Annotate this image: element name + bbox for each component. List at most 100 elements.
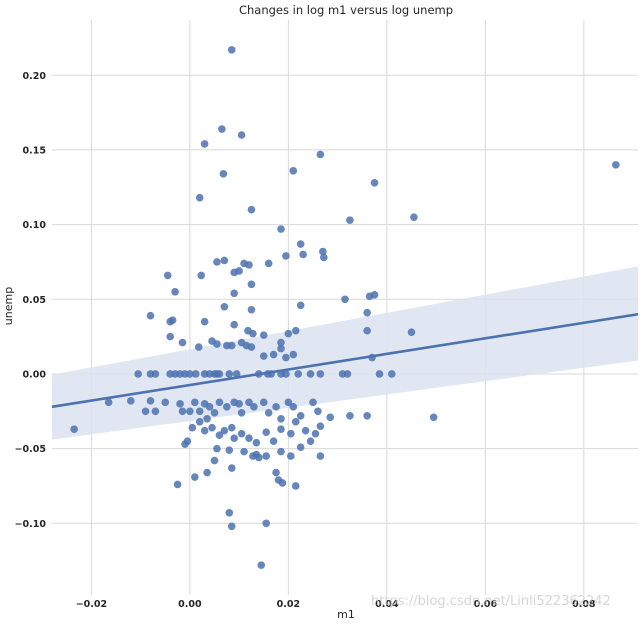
data-point bbox=[213, 444, 221, 453]
data-point bbox=[370, 291, 379, 299]
data-point bbox=[301, 426, 310, 435]
confidence-band bbox=[52, 266, 638, 440]
data-point bbox=[314, 407, 322, 416]
y-tick-label: −0.05 bbox=[15, 444, 46, 455]
data-point bbox=[70, 425, 78, 434]
watermark-text: https://blog.csdn.net/Linli522362242 bbox=[371, 594, 611, 609]
data-point bbox=[316, 452, 325, 460]
data-point bbox=[227, 341, 236, 350]
y-tick-label: 0.15 bbox=[23, 145, 46, 156]
data-point bbox=[346, 411, 354, 420]
data-point bbox=[262, 428, 271, 437]
data-point bbox=[326, 413, 335, 422]
data-point bbox=[203, 414, 211, 423]
regression-line bbox=[51, 312, 639, 409]
data-point bbox=[259, 331, 268, 339]
data-point bbox=[311, 429, 320, 438]
data-point bbox=[191, 473, 199, 481]
data-point bbox=[247, 343, 256, 351]
data-point bbox=[235, 400, 243, 408]
data-point bbox=[282, 353, 290, 362]
data-point bbox=[287, 452, 295, 460]
x-tick-label: 0.06 bbox=[474, 599, 498, 610]
data-point bbox=[225, 370, 234, 378]
y-tick-label: 0.10 bbox=[23, 220, 47, 231]
data-point bbox=[612, 161, 620, 169]
data-point bbox=[278, 479, 287, 487]
data-point bbox=[277, 425, 285, 434]
data-point bbox=[284, 329, 293, 338]
data-point bbox=[194, 343, 203, 351]
data-point bbox=[215, 370, 224, 378]
data-point bbox=[227, 423, 236, 432]
data-point bbox=[269, 350, 278, 359]
data-point bbox=[316, 422, 325, 431]
data-point bbox=[370, 178, 379, 187]
data-point bbox=[200, 317, 209, 326]
data-point bbox=[161, 398, 170, 407]
data-point bbox=[245, 398, 253, 407]
data-point bbox=[245, 261, 253, 269]
data-point bbox=[230, 289, 239, 298]
data-point bbox=[316, 370, 325, 378]
x-tick-label: 0.08 bbox=[572, 599, 596, 610]
data-point bbox=[262, 452, 271, 460]
data-point bbox=[219, 170, 228, 178]
data-point bbox=[343, 370, 352, 378]
data-point bbox=[232, 370, 241, 378]
data-point bbox=[255, 453, 263, 462]
data-point bbox=[245, 434, 253, 442]
data-point bbox=[227, 522, 236, 531]
x-tick-label: 0.00 bbox=[178, 599, 202, 610]
data-point bbox=[410, 213, 418, 221]
data-point bbox=[296, 240, 305, 248]
data-point bbox=[346, 216, 354, 224]
data-point bbox=[195, 407, 204, 416]
data-point bbox=[284, 398, 293, 407]
data-point bbox=[134, 370, 142, 378]
data-point bbox=[151, 407, 160, 416]
data-point bbox=[220, 256, 229, 265]
data-point bbox=[264, 408, 273, 417]
data-point bbox=[186, 407, 194, 416]
data-point bbox=[277, 447, 285, 456]
data-point bbox=[208, 423, 216, 432]
y-tick-label: 0.00 bbox=[23, 369, 47, 380]
data-point bbox=[237, 131, 246, 139]
y-axis-label: unemp bbox=[2, 287, 15, 325]
data-point bbox=[375, 370, 384, 378]
data-point bbox=[237, 429, 246, 438]
x-tick-labels: −0.02 0.00 0.02 0.04 0.06 0.08 bbox=[76, 599, 596, 610]
data-point bbox=[272, 403, 280, 411]
data-point bbox=[213, 258, 221, 266]
data-point bbox=[257, 561, 266, 569]
data-point bbox=[272, 468, 280, 477]
data-point bbox=[220, 302, 229, 311]
data-point bbox=[188, 423, 197, 432]
x-tick-label: 0.02 bbox=[277, 599, 300, 610]
data-point bbox=[289, 167, 298, 175]
data-point bbox=[163, 271, 172, 280]
data-point bbox=[289, 350, 298, 359]
data-point bbox=[176, 400, 184, 408]
data-point bbox=[259, 398, 268, 407]
data-point bbox=[191, 370, 200, 378]
data-point bbox=[269, 437, 278, 445]
data-point bbox=[213, 340, 221, 348]
y-tick-label: 0.20 bbox=[23, 71, 47, 82]
data-point bbox=[363, 308, 371, 317]
x-axis-label: m1 bbox=[337, 608, 355, 621]
data-point bbox=[296, 411, 305, 420]
data-point bbox=[259, 352, 268, 360]
data-point bbox=[166, 317, 174, 326]
data-point bbox=[429, 413, 438, 422]
data-point bbox=[296, 301, 305, 310]
data-point bbox=[277, 414, 285, 423]
data-point bbox=[186, 370, 194, 378]
data-point bbox=[220, 426, 229, 435]
data-point bbox=[223, 403, 231, 411]
data-point bbox=[173, 480, 182, 489]
data-point bbox=[289, 403, 298, 411]
data-point bbox=[262, 519, 271, 528]
